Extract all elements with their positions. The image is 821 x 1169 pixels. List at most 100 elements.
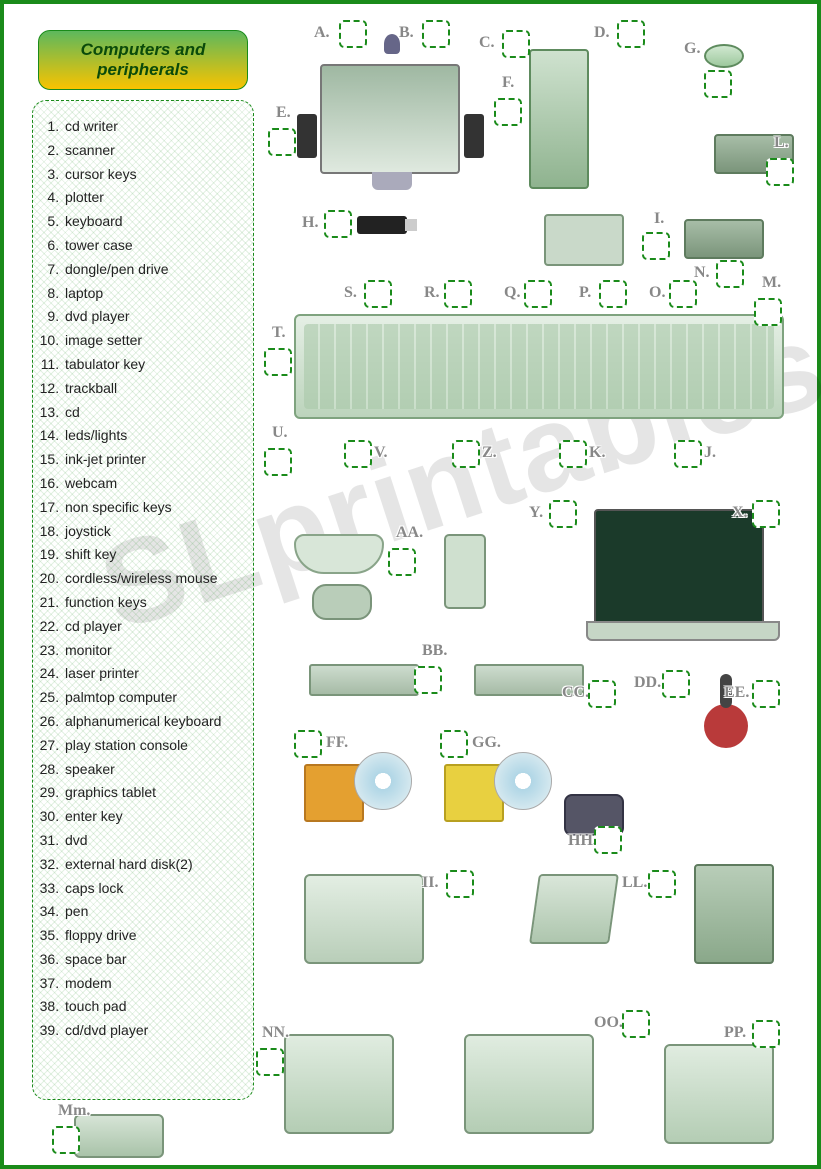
answer-box[interactable] bbox=[494, 98, 522, 126]
answer-box[interactable] bbox=[444, 280, 472, 308]
answer-box[interactable] bbox=[324, 210, 352, 238]
answer-box[interactable] bbox=[549, 500, 577, 528]
pda-icon bbox=[444, 534, 486, 609]
list-item: laser printer bbox=[63, 662, 243, 686]
label-L: L. bbox=[774, 134, 789, 152]
webcam-icon bbox=[384, 34, 400, 54]
label-I: I. bbox=[654, 210, 664, 228]
vocab-list: cd writer scanner cursor keys plotter ke… bbox=[63, 115, 243, 1043]
answer-box[interactable] bbox=[594, 826, 622, 854]
answer-box[interactable] bbox=[446, 870, 474, 898]
answer-box[interactable] bbox=[752, 500, 780, 528]
speaker-icon bbox=[464, 114, 484, 158]
label-D: D. bbox=[594, 24, 610, 42]
list-item: non specific keys bbox=[63, 496, 243, 520]
label-R: R. bbox=[424, 284, 440, 302]
list-item: space bar bbox=[63, 948, 243, 972]
answer-box[interactable] bbox=[264, 348, 292, 376]
answer-box[interactable] bbox=[599, 280, 627, 308]
label-J: J. bbox=[704, 444, 716, 462]
label-U: U. bbox=[272, 424, 288, 442]
answer-box[interactable] bbox=[669, 280, 697, 308]
list-item: cursor keys bbox=[63, 163, 243, 187]
answer-box[interactable] bbox=[440, 730, 468, 758]
answer-box[interactable] bbox=[559, 440, 587, 468]
answer-box[interactable] bbox=[704, 70, 732, 98]
answer-box[interactable] bbox=[648, 870, 676, 898]
laptop-icon bbox=[594, 509, 764, 629]
gamepad-icon bbox=[312, 584, 372, 620]
answer-box[interactable] bbox=[52, 1126, 80, 1154]
monitor-icon bbox=[320, 64, 460, 174]
list-item: dvd player bbox=[63, 305, 243, 329]
label-PP: PP. bbox=[724, 1024, 746, 1042]
list-item: touch pad bbox=[63, 995, 243, 1019]
answer-box[interactable] bbox=[452, 440, 480, 468]
label-LL: LL. bbox=[622, 874, 647, 892]
worksheet-page: SLprintables.com Computers and periphera… bbox=[0, 0, 821, 1169]
answer-box[interactable] bbox=[766, 158, 794, 186]
list-item: palmtop computer bbox=[63, 686, 243, 710]
answer-box[interactable] bbox=[388, 548, 416, 576]
label-FF: FF. bbox=[326, 734, 348, 752]
answer-box[interactable] bbox=[339, 20, 367, 48]
list-item: image setter bbox=[63, 329, 243, 353]
answer-box[interactable] bbox=[268, 128, 296, 156]
joystick-icon bbox=[704, 704, 748, 748]
answer-box[interactable] bbox=[524, 280, 552, 308]
list-item: graphics tablet bbox=[63, 781, 243, 805]
list-item: modem bbox=[63, 972, 243, 996]
list-item: cd writer bbox=[63, 115, 243, 139]
answer-box[interactable] bbox=[716, 260, 744, 288]
answer-box[interactable] bbox=[414, 666, 442, 694]
answer-box[interactable] bbox=[364, 280, 392, 308]
label-EE: EE. bbox=[724, 684, 749, 702]
list-item: floppy drive bbox=[63, 924, 243, 948]
label-Z: Z. bbox=[482, 444, 497, 462]
answer-box[interactable] bbox=[622, 1010, 650, 1038]
list-item: cd player bbox=[63, 615, 243, 639]
answer-box[interactable] bbox=[674, 440, 702, 468]
list-item: shift key bbox=[63, 543, 243, 567]
laser-printer-icon bbox=[664, 1044, 774, 1144]
answer-box[interactable] bbox=[502, 30, 530, 58]
label-Y: Y. bbox=[529, 504, 543, 522]
answer-box[interactable] bbox=[752, 1020, 780, 1048]
list-item: dvd bbox=[63, 829, 243, 853]
list-item: plotter bbox=[63, 186, 243, 210]
label-A: A. bbox=[314, 24, 330, 42]
label-C: C. bbox=[479, 34, 495, 52]
answer-box[interactable] bbox=[754, 298, 782, 326]
answer-box[interactable] bbox=[264, 448, 292, 476]
answer-box[interactable] bbox=[662, 670, 690, 698]
list-item: pen bbox=[63, 900, 243, 924]
answer-box[interactable] bbox=[642, 232, 670, 260]
label-AA: AA. bbox=[396, 524, 423, 542]
answer-box[interactable] bbox=[617, 20, 645, 48]
list-item: caps lock bbox=[63, 877, 243, 901]
answer-box[interactable] bbox=[256, 1048, 284, 1076]
label-G: G. bbox=[684, 40, 700, 58]
list-item: ink-jet printer bbox=[63, 448, 243, 472]
list-item: tower case bbox=[63, 234, 243, 258]
title-box: Computers and peripherals bbox=[38, 30, 248, 90]
hard-disk-icon bbox=[684, 219, 764, 259]
scanner-icon bbox=[74, 1114, 164, 1158]
floppy-drive-icon bbox=[309, 664, 419, 696]
list-item: speaker bbox=[63, 758, 243, 782]
list-item: alphanumerical keyboard bbox=[63, 710, 243, 734]
label-BB: BB. bbox=[422, 642, 447, 660]
answer-box[interactable] bbox=[422, 20, 450, 48]
label-T: T. bbox=[272, 324, 285, 342]
list-item: external hard disk(2) bbox=[63, 853, 243, 877]
answer-box[interactable] bbox=[344, 440, 372, 468]
answer-box[interactable] bbox=[294, 730, 322, 758]
list-item: scanner bbox=[63, 139, 243, 163]
answer-box[interactable] bbox=[588, 680, 616, 708]
usb-icon bbox=[357, 216, 407, 234]
answer-box[interactable] bbox=[752, 680, 780, 708]
list-item: webcam bbox=[63, 472, 243, 496]
label-NN: NN. bbox=[262, 1024, 289, 1042]
label-GG: GG. bbox=[472, 734, 501, 752]
keyboard-icon bbox=[294, 314, 784, 419]
